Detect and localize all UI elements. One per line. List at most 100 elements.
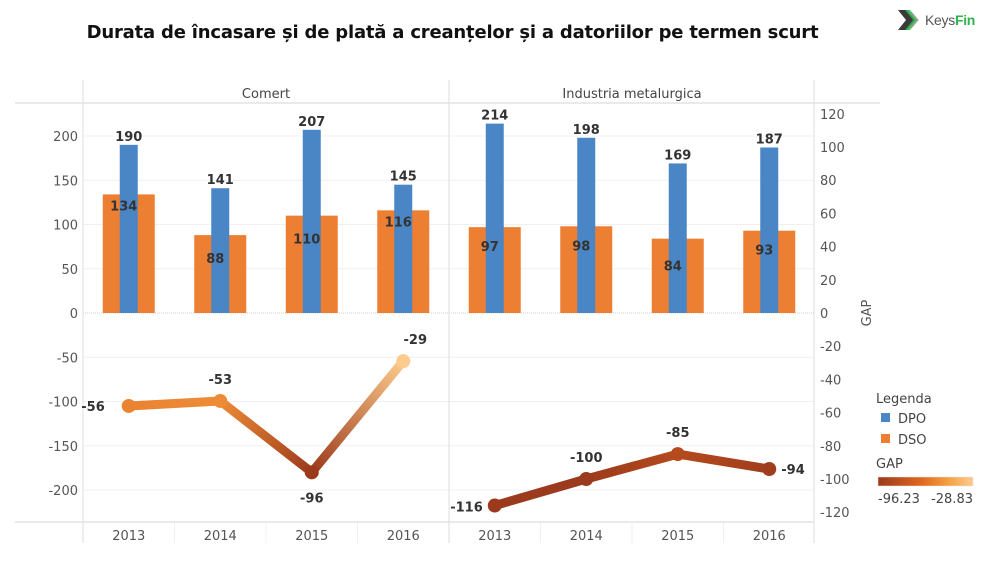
right-axis-tick: 40 xyxy=(820,241,837,256)
label-dso: 110 xyxy=(293,233,320,248)
legend-title: Legenda xyxy=(876,392,932,407)
panel-header: Industria metalurgica xyxy=(562,87,701,102)
right-axis-tick: -80 xyxy=(820,440,841,455)
bar-dpo xyxy=(485,123,504,313)
label-dpo: 214 xyxy=(481,109,508,124)
label-dpo: 145 xyxy=(390,170,417,185)
logo-text: KeysFin xyxy=(925,12,975,28)
label-dso: 93 xyxy=(755,244,773,259)
gradient-min-label: -96.23 xyxy=(878,492,920,507)
x-axis-tick: 2014 xyxy=(204,529,237,544)
gap-point xyxy=(121,398,136,413)
label-dpo: 190 xyxy=(115,130,142,145)
bar-dpo xyxy=(668,163,687,313)
left-axis-tick: 100 xyxy=(53,219,78,234)
label-dso: 84 xyxy=(664,260,682,275)
x-axis-tick: 2015 xyxy=(661,529,694,544)
logo-text-main: Keys xyxy=(925,12,955,28)
right-axis-tick: 80 xyxy=(820,174,837,189)
bar-dpo xyxy=(760,147,779,313)
left-axis-tick: -200 xyxy=(48,484,78,499)
left-axis-tick: 150 xyxy=(53,174,78,189)
gap-point xyxy=(670,447,685,462)
gap-line-segment xyxy=(307,356,408,477)
label-dpo: 187 xyxy=(756,133,783,148)
legend-swatch-dso xyxy=(881,434,890,443)
label-dso: 134 xyxy=(110,199,137,214)
x-axis-tick: 2014 xyxy=(570,529,603,544)
label-gap: -94 xyxy=(781,463,805,478)
label-gap: -96 xyxy=(300,491,324,506)
label-dso: 98 xyxy=(572,239,590,254)
gradient-max-label: -28.83 xyxy=(931,492,973,507)
axes: Comert Industria metalurgica200150100500-… xyxy=(48,87,875,544)
left-axis-tick: -150 xyxy=(48,440,78,455)
x-axis-tick: 2016 xyxy=(753,529,786,544)
label-gap: -116 xyxy=(450,501,483,516)
left-axis-tick: -100 xyxy=(48,396,78,411)
gradient-legend-title: GAP xyxy=(876,457,903,472)
gap-line-segment xyxy=(215,396,317,477)
label-gap: -56 xyxy=(81,400,105,415)
left-axis-tick: 200 xyxy=(53,130,78,145)
right-axis-tick: 0 xyxy=(820,307,828,322)
chart-frame xyxy=(15,80,880,543)
data-labels: 190 134 141 88 207 110 145 116 214 97 198 98 169 84 18… xyxy=(81,109,805,516)
left-axis-tick: 0 xyxy=(70,307,78,322)
gap-lines xyxy=(121,354,777,513)
right-axis-tick: 120 xyxy=(820,108,845,123)
gap-line-segment xyxy=(673,449,774,474)
left-axis-tick: 50 xyxy=(61,263,78,278)
x-axis-tick: 2013 xyxy=(478,529,511,544)
gap-point xyxy=(213,393,228,408)
legend-label-dpo: DPO xyxy=(898,412,926,427)
label-dso: 116 xyxy=(385,215,412,230)
label-gap: -29 xyxy=(404,333,428,348)
bar-dpo xyxy=(211,188,230,313)
gap-line-segment xyxy=(581,449,683,484)
right-axis-tick: 100 xyxy=(820,141,845,156)
bar-dpo xyxy=(394,184,413,313)
right-axis-tick: -120 xyxy=(820,506,850,521)
bar-dpo xyxy=(302,129,321,313)
right-axis-tick: -60 xyxy=(820,407,841,422)
right-axis-tick: 60 xyxy=(820,207,837,222)
right-axis-tick: -100 xyxy=(820,473,850,488)
label-dpo: 198 xyxy=(573,123,600,138)
bar-dpo xyxy=(577,137,596,313)
legend: Legenda DPO DSO GAP -96.23 -28.83 xyxy=(876,392,974,507)
gap-point xyxy=(396,354,411,369)
bars xyxy=(102,123,796,313)
x-axis-tick: 2015 xyxy=(295,529,328,544)
label-dso: 97 xyxy=(481,240,499,255)
bar-dpo xyxy=(119,144,138,313)
gap-line-segment xyxy=(490,474,591,511)
legend-label-dso: DSO xyxy=(898,433,927,448)
gap-point xyxy=(487,498,502,513)
legend-swatch-dpo xyxy=(881,413,890,422)
panel-header: Comert xyxy=(242,87,290,102)
gap-point xyxy=(304,465,319,480)
label-gap: -85 xyxy=(666,426,690,441)
right-axis-tick: 20 xyxy=(820,274,837,289)
chevron-logo-icon xyxy=(898,10,919,30)
x-axis-tick: 2016 xyxy=(387,529,420,544)
label-gap: -100 xyxy=(570,451,603,466)
label-dpo: 141 xyxy=(207,173,234,188)
x-axis-tick: 2013 xyxy=(112,529,145,544)
logo-text-accent: Fin xyxy=(954,12,976,28)
gradient-legend-bar xyxy=(877,476,974,487)
right-axis-label: GAP xyxy=(860,299,875,326)
label-gap: -53 xyxy=(209,373,233,388)
right-axis-tick: -20 xyxy=(820,340,841,355)
label-dpo: 207 xyxy=(298,115,325,130)
right-axis-tick: -40 xyxy=(820,373,841,388)
label-dpo: 169 xyxy=(664,148,691,163)
keysfin-logo: KeysFin xyxy=(896,8,975,32)
label-dso: 88 xyxy=(206,252,224,267)
gap-point xyxy=(579,472,594,486)
left-axis-tick: -50 xyxy=(57,351,78,366)
gap-line-segment xyxy=(124,396,225,411)
chart-title: Durata de încasare și de plată a creanțe… xyxy=(86,22,819,43)
